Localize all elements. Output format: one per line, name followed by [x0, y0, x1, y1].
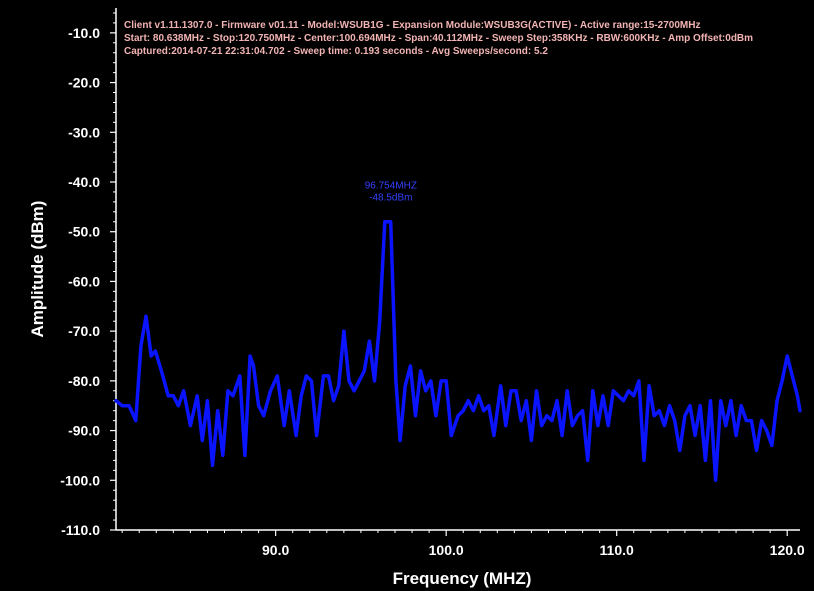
y-axis-title: Amplitude (dBm) [28, 201, 47, 338]
x-axis-title: Frequency (MHZ) [393, 569, 532, 588]
y-tick-label: -30.0 [68, 124, 100, 140]
y-tick-label: -60.0 [68, 273, 100, 289]
ticks: -10.0 -20.0 -30.0 -40.0 -50.0 -60.0 -70.0 -80.0… [60, 12, 805, 558]
peak-amplitude-label: -48.5dBm [369, 192, 412, 203]
info-block: Client v1.11.1307.0 - Firmware v01.11 - … [124, 20, 753, 57]
info-line-3: Captured:2014-07-21 22:31:04.702 - Sweep… [124, 46, 548, 57]
x-tick-label: 90.0 [262, 542, 289, 558]
axes [115, 8, 800, 531]
peak-marker: 96.754MHZ -48.5dBm [365, 180, 417, 203]
y-tick-label: -100.0 [60, 472, 100, 488]
y-tick-label: -70.0 [68, 323, 100, 339]
y-tick-label: -40.0 [68, 174, 100, 190]
x-tick-label: 100.0 [429, 542, 464, 558]
spectrum-trace [114, 220, 802, 483]
y-tick-label: -10.0 [68, 25, 100, 41]
info-line-1: Client v1.11.1307.0 - Firmware v01.11 - … [124, 20, 700, 31]
info-line-2: Start: 80.638MHz - Stop:120.750MHz - Cen… [124, 33, 753, 44]
y-tick-label: -110.0 [61, 522, 100, 538]
x-tick-label: 120.0 [770, 542, 805, 558]
y-tick-label: -20.0 [68, 75, 100, 91]
y-tick-label: -80.0 [68, 373, 100, 389]
x-tick-label: 110.0 [600, 542, 634, 558]
y-tick-label: -50.0 [68, 224, 100, 240]
peak-frequency-label: 96.754MHZ [365, 180, 417, 191]
y-tick-label: -90.0 [68, 423, 100, 439]
